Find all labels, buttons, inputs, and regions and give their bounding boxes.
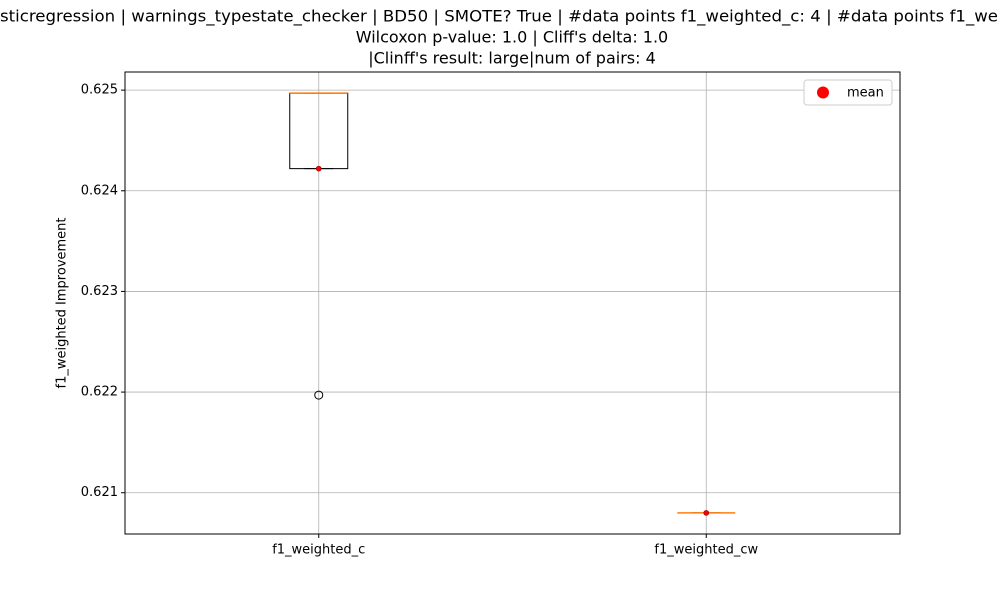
chart-title: |Clinff's result: large|num of pairs: 4 [368, 49, 656, 68]
y-tick-label: 0.622 [81, 385, 118, 400]
y-tick-label: 0.624 [81, 183, 118, 198]
y-axis-label: f1_weighted Improvement [55, 217, 70, 388]
chart-title: sticregression | warnings_typestate_chec… [0, 7, 998, 27]
mean-dot [703, 510, 710, 516]
legend-label: mean [847, 86, 884, 101]
chart-title: Wilcoxon p-value: 1.0 | Cliff's delta: 1… [356, 28, 668, 47]
legend-marker [817, 86, 829, 99]
y-tick-label: 0.623 [81, 284, 118, 299]
legend-box [803, 79, 893, 106]
y-tick-label: 0.625 [81, 83, 118, 98]
outlier [314, 390, 324, 400]
plot-frame [124, 71, 901, 535]
y-tick-label: 0.621 [81, 485, 118, 500]
mean-dot [315, 165, 322, 172]
x-tick-label: f1_weighted_c [272, 543, 365, 558]
x-tick-label: f1_weighted_cw [654, 543, 758, 558]
